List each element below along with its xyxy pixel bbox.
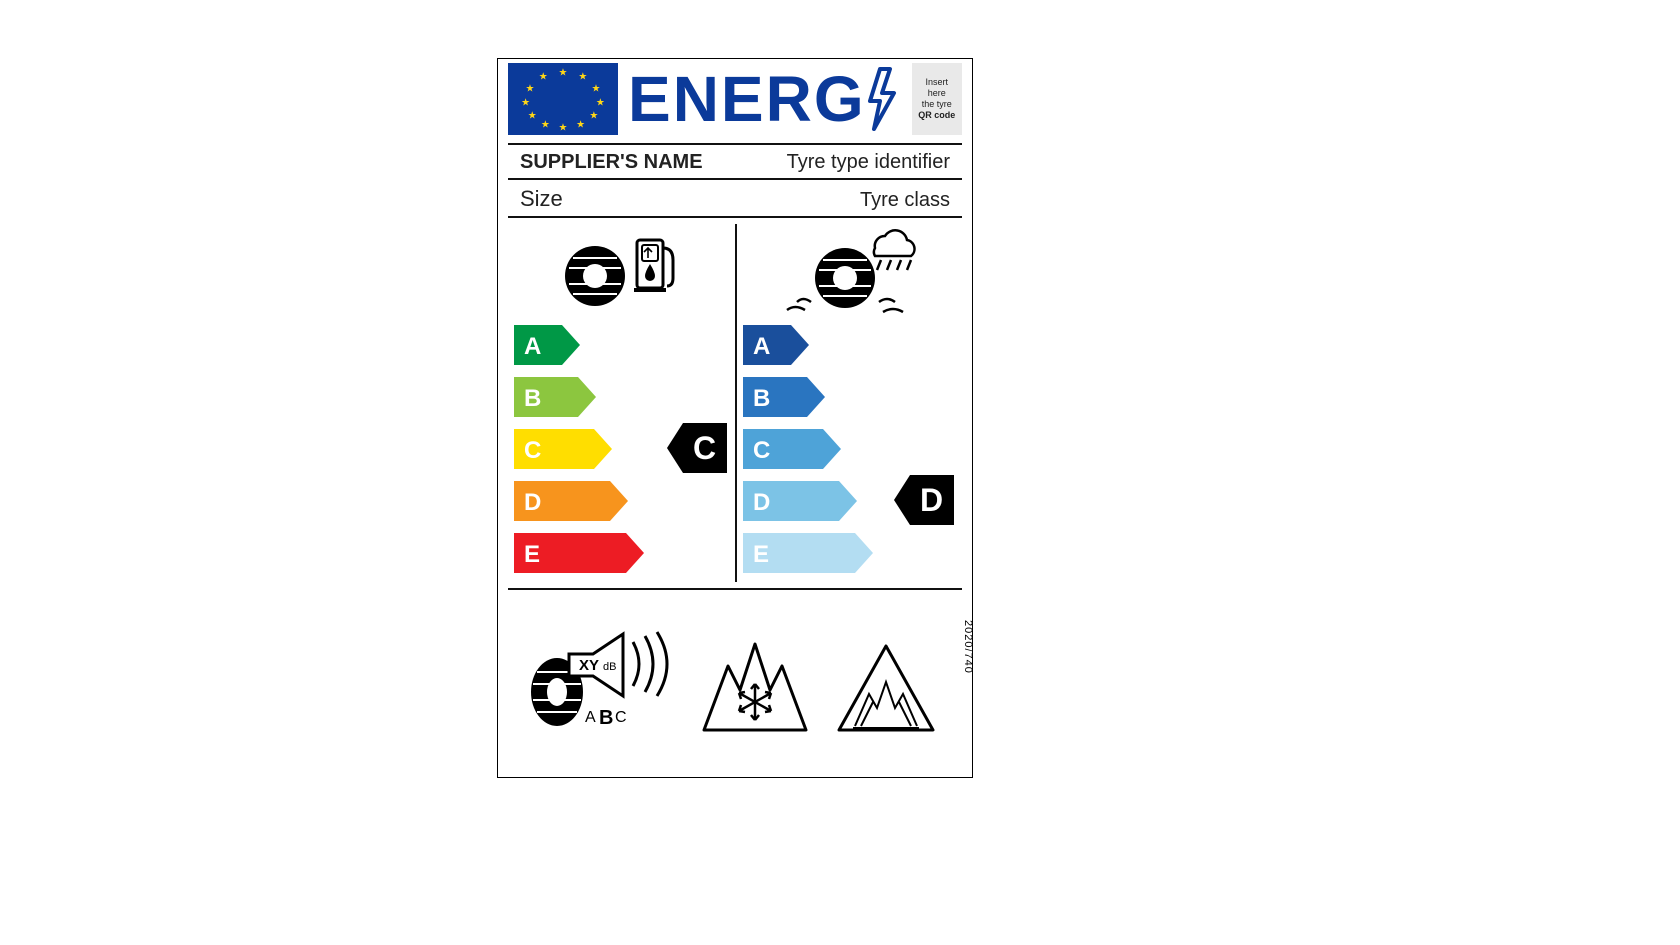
wet-bars: ABCDED bbox=[741, 324, 958, 582]
size-row: Size Tyre class bbox=[508, 178, 962, 216]
qr-line1: Insert here bbox=[916, 77, 958, 100]
svg-text:E: E bbox=[753, 541, 769, 568]
svg-text:E: E bbox=[524, 541, 540, 568]
fuel-efficiency-column: ABCDEC bbox=[508, 224, 735, 582]
energy-text: ENERG bbox=[628, 67, 866, 131]
svg-text:A: A bbox=[753, 333, 770, 360]
svg-text:C: C bbox=[524, 437, 541, 464]
noise-db-unit: dB bbox=[603, 661, 616, 673]
snow-grip-icon bbox=[700, 638, 810, 738]
qr-placeholder: Insert here the tyre QR code bbox=[912, 63, 962, 135]
type-identifier-label: Tyre type identifier bbox=[787, 151, 950, 174]
energy-wordmark: ENERG bbox=[628, 67, 902, 131]
svg-text:D: D bbox=[524, 489, 541, 516]
svg-text:A: A bbox=[524, 333, 541, 360]
wet-grip-column: ABCDED bbox=[735, 224, 962, 582]
noise-db-value: XY bbox=[579, 657, 599, 674]
svg-text:D: D bbox=[920, 482, 943, 518]
rating-bar-D: D bbox=[514, 480, 628, 522]
rating-bar-E: E bbox=[743, 532, 873, 574]
rating-bar-E: E bbox=[514, 532, 644, 574]
svg-text:D: D bbox=[753, 489, 770, 516]
ice-grip-icon bbox=[831, 638, 941, 738]
noise-class-b: B bbox=[599, 707, 613, 729]
size-label: Size bbox=[520, 186, 563, 212]
ratings-section: ABCDEC bbox=[508, 216, 962, 590]
noise-pictogram: XY dB A B C bbox=[529, 628, 679, 738]
rating-bar-A: A bbox=[743, 324, 809, 366]
rating-bar-B: B bbox=[514, 376, 596, 418]
rating-bar-D: D bbox=[743, 480, 857, 522]
svg-text:B: B bbox=[524, 385, 541, 412]
svg-text:B: B bbox=[753, 385, 770, 412]
rating-indicator: D bbox=[894, 475, 954, 525]
qr-line2: the tyre bbox=[916, 99, 958, 110]
header: ★ ★ ★ ★ ★ ★ ★ ★ ★ ★ ★ ★ ENERG Insert her… bbox=[498, 59, 972, 143]
bottom-pictograms: XY dB A B C bbox=[498, 590, 972, 738]
rating-indicator: C bbox=[667, 423, 727, 473]
supplier-row: SUPPLIER'S NAME Tyre type identifier bbox=[508, 143, 962, 178]
tyre-label-card: ★ ★ ★ ★ ★ ★ ★ ★ ★ ★ ★ ★ ENERG Insert her… bbox=[497, 58, 973, 778]
eu-flag-icon: ★ ★ ★ ★ ★ ★ ★ ★ ★ ★ ★ ★ bbox=[508, 63, 618, 135]
qr-line3: QR code bbox=[916, 110, 958, 121]
noise-class-c: C bbox=[615, 709, 627, 726]
regulation-number: 2020/740 bbox=[962, 620, 974, 674]
rating-bar-A: A bbox=[514, 324, 580, 366]
supplier-name-label: SUPPLIER'S NAME bbox=[520, 151, 703, 174]
svg-text:C: C bbox=[693, 430, 716, 466]
fuel-efficiency-icon bbox=[512, 224, 731, 316]
rating-bar-C: C bbox=[743, 428, 841, 470]
rating-bar-B: B bbox=[743, 376, 825, 418]
fuel-bars: ABCDEC bbox=[512, 324, 731, 582]
svg-text:C: C bbox=[753, 437, 770, 464]
lightning-icon bbox=[862, 67, 902, 131]
noise-class-a: A bbox=[585, 709, 596, 726]
tyre-class-label: Tyre class bbox=[860, 189, 950, 212]
rating-bar-C: C bbox=[514, 428, 612, 470]
wet-grip-icon bbox=[741, 224, 958, 316]
